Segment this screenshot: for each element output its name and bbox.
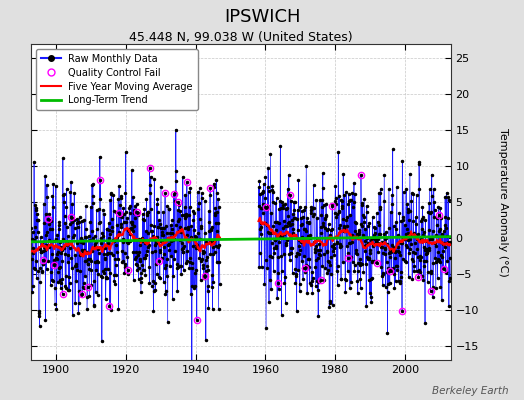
Y-axis label: Temperature Anomaly (°C): Temperature Anomaly (°C) [498, 128, 508, 276]
Legend: Raw Monthly Data, Quality Control Fail, Five Year Moving Average, Long-Term Tren: Raw Monthly Data, Quality Control Fail, … [36, 49, 198, 110]
Text: IPSWICH: IPSWICH [224, 8, 300, 26]
Text: Berkeley Earth: Berkeley Earth [432, 386, 508, 396]
Title: 45.448 N, 99.038 W (United States): 45.448 N, 99.038 W (United States) [129, 31, 353, 44]
